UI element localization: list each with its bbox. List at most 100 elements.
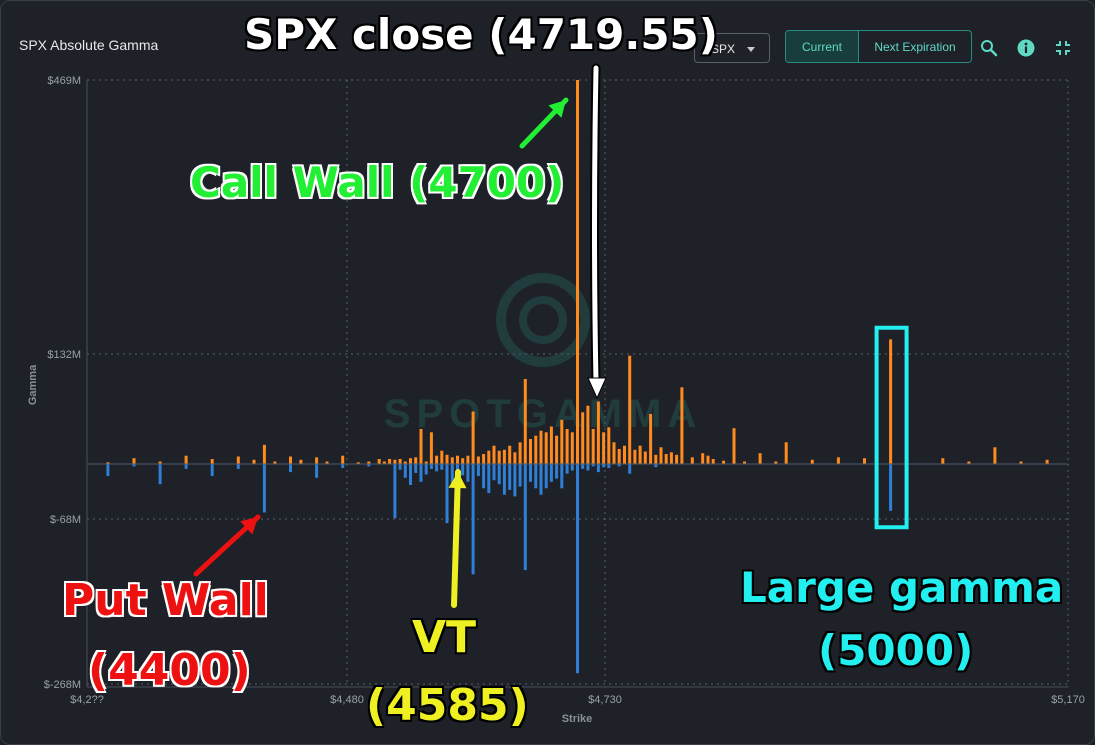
- spx-close-arrow-head: [587, 377, 607, 400]
- put-bar: [487, 464, 491, 494]
- call-bar: [863, 458, 866, 464]
- call-bar: [440, 450, 444, 464]
- put-wall-annotation: Put Wall: [61, 574, 270, 627]
- put-bar: [440, 464, 444, 470]
- put-bar: [523, 464, 527, 571]
- call-wall-arrow-head: [548, 100, 566, 118]
- search-icon[interactable]: [980, 39, 998, 57]
- call-bar: [487, 450, 491, 464]
- call-bar: [466, 455, 470, 464]
- put-bar: [461, 464, 465, 476]
- call-bar: [623, 445, 626, 464]
- info-icon[interactable]: [1017, 39, 1035, 57]
- call-bar: [299, 459, 303, 464]
- put-bar: [513, 464, 517, 497]
- next-expiration-button[interactable]: Next Expiration: [874, 39, 956, 54]
- call-bar: [273, 461, 277, 464]
- call-bar: [743, 461, 746, 464]
- call-bar: [325, 461, 329, 464]
- put-bar: [476, 464, 480, 477]
- call-bar: [393, 459, 397, 464]
- call-bar: [210, 459, 214, 464]
- put-bar: [555, 464, 559, 479]
- call-bar: [732, 428, 736, 464]
- x-tick-label: $4,480: [330, 694, 364, 706]
- call-bar: [565, 429, 569, 464]
- put-bar: [534, 464, 538, 489]
- call-bar: [341, 455, 345, 464]
- put-bar: [497, 464, 501, 485]
- call-bar: [419, 429, 423, 464]
- put-bar: [529, 464, 532, 482]
- call-bar: [502, 449, 506, 464]
- put-bar: [429, 464, 433, 469]
- y-tick-label: $-268M: [44, 679, 81, 691]
- call-bar: [602, 432, 606, 464]
- call-bar: [1045, 459, 1049, 464]
- chevron-down-icon: [747, 47, 755, 52]
- put-bar: [570, 464, 574, 471]
- call-bar: [941, 458, 945, 464]
- large-gamma-strike-annotation: (5000): [817, 625, 974, 676]
- call-bar: [549, 426, 553, 464]
- current-button[interactable]: Current: [786, 31, 859, 62]
- call-bar: [534, 435, 538, 464]
- call-bar: [262, 444, 266, 464]
- call-bar: [810, 459, 814, 464]
- x-tick-label: $4,730: [588, 694, 622, 706]
- put-bar: [210, 464, 214, 477]
- call-bar: [429, 432, 433, 464]
- call-bar: [701, 453, 705, 464]
- call-bar: [1019, 461, 1023, 464]
- put-bar: [132, 464, 136, 467]
- put-bar: [367, 464, 371, 467]
- call-bar: [158, 461, 162, 464]
- put-bar: [414, 464, 418, 473]
- collapse-icon[interactable]: [1054, 39, 1072, 57]
- vt-arrow-head: [448, 472, 467, 489]
- call-bar: [889, 339, 893, 464]
- call-bar: [518, 442, 522, 464]
- vt-annotation: VT: [411, 611, 477, 664]
- call-bar: [607, 427, 611, 464]
- call-bar: [184, 455, 188, 464]
- put-bar: [549, 464, 553, 482]
- call-bar: [492, 445, 496, 464]
- put-bar: [289, 464, 292, 473]
- put-bar: [586, 464, 590, 471]
- call-bar: [664, 454, 668, 464]
- y-tick-label: $132M: [47, 349, 81, 361]
- call-bar: [633, 449, 637, 464]
- call-bar: [711, 459, 715, 464]
- put-bar: [602, 464, 606, 468]
- call-bar: [289, 456, 292, 464]
- call-bar: [576, 80, 579, 464]
- put-wall-strike-annotation: (4400): [87, 644, 252, 697]
- call-bar: [722, 460, 726, 464]
- call-bar: [409, 458, 412, 464]
- put-bar: [607, 464, 611, 468]
- watermark-text: SPOTGAMMA: [384, 392, 702, 436]
- call-bar: [690, 457, 694, 464]
- call-bar: [403, 461, 407, 464]
- put-bar: [158, 464, 162, 485]
- y-tick-label: $-68M: [50, 514, 81, 526]
- put-bar: [596, 464, 600, 473]
- symbol-select[interactable]: SPX: [694, 33, 770, 63]
- call-bar: [414, 457, 418, 464]
- put-bar: [591, 464, 595, 467]
- large-gamma-highlight-box: [874, 325, 909, 530]
- x-axis-label: Strike: [562, 713, 593, 725]
- put-bar: [654, 464, 658, 468]
- x-tick-label: $5,170: [1051, 694, 1085, 706]
- put-bar: [471, 464, 475, 575]
- put-bar: [518, 464, 522, 487]
- put-bar: [576, 464, 579, 674]
- put-bar: [450, 464, 454, 484]
- put-bar: [419, 464, 423, 482]
- put-bar: [565, 464, 569, 474]
- call-bar: [252, 459, 256, 464]
- call-bar: [993, 447, 997, 464]
- call-bar: [377, 459, 381, 464]
- call-bar: [132, 458, 136, 464]
